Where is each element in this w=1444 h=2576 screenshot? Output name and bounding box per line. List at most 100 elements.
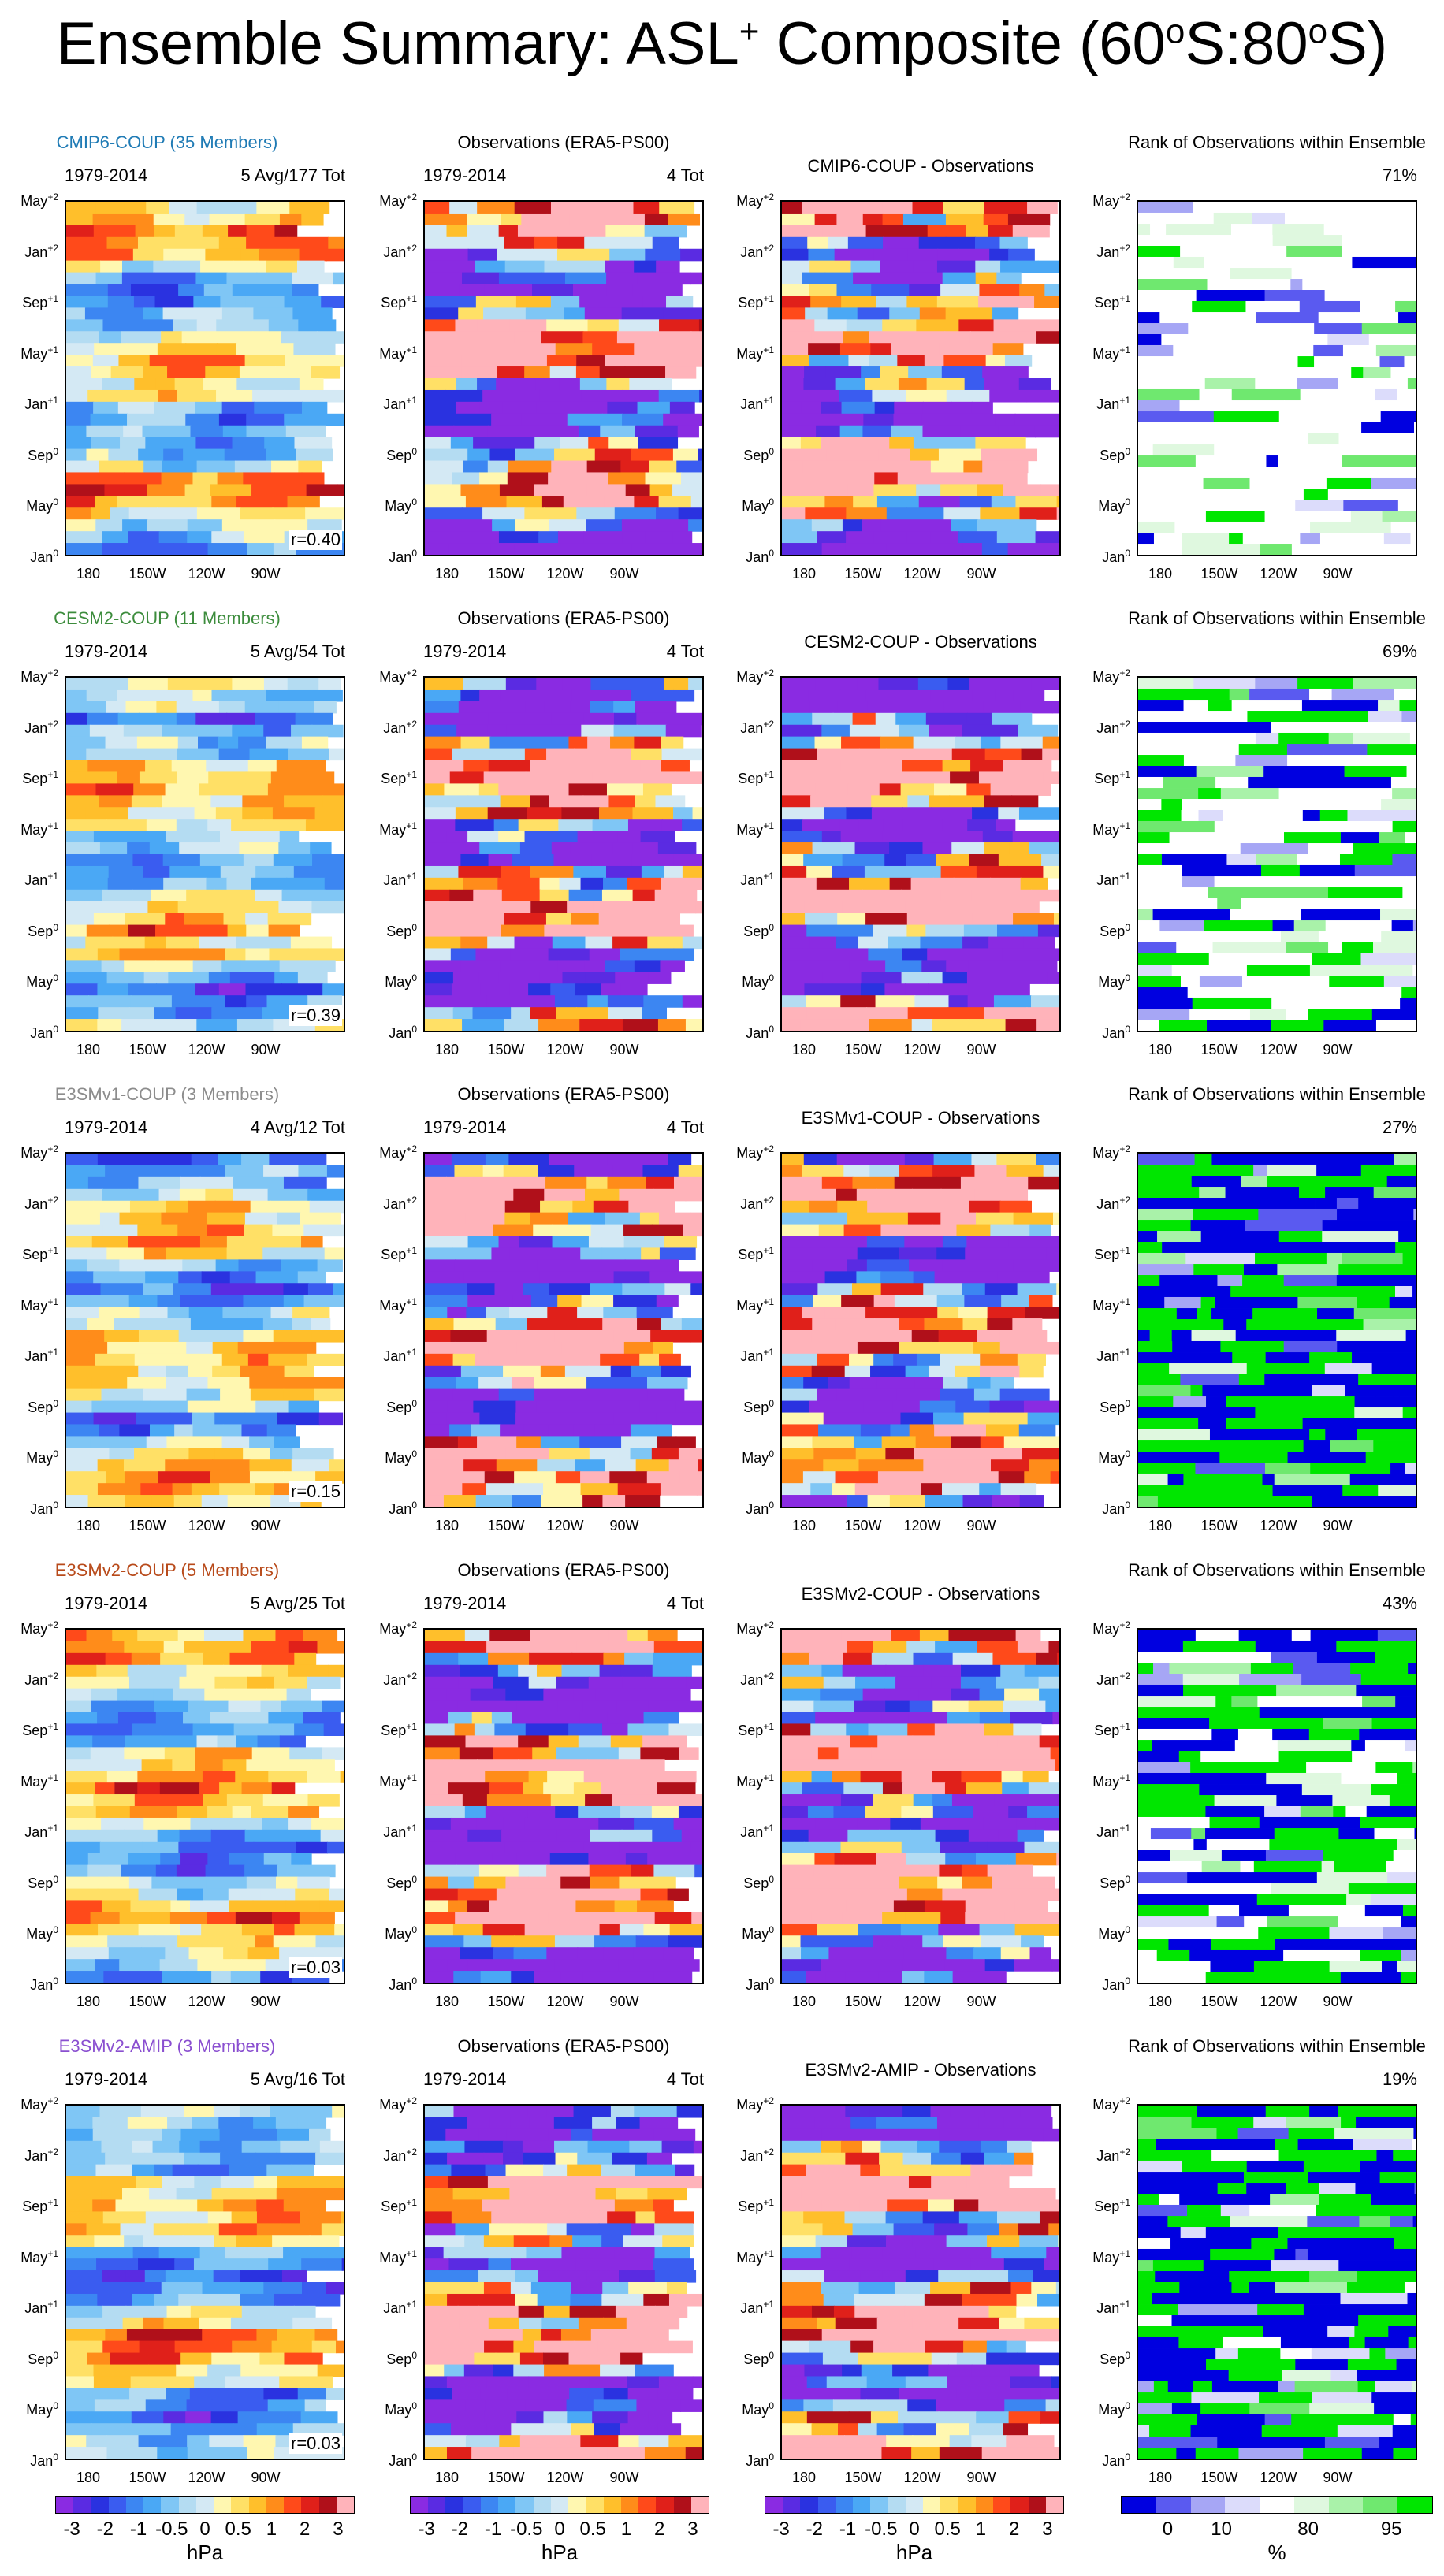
contour-cell (815, 678, 858, 690)
contour-cell (594, 448, 632, 462)
contour-cell (286, 1688, 311, 1701)
contour-cell (310, 842, 332, 855)
y-tick-label: Jan+2 (24, 243, 58, 261)
contour-cell (425, 1947, 461, 1960)
contour-cell (288, 1641, 318, 1654)
contour-cell (782, 1188, 802, 1202)
x-tick-label: 150W (844, 566, 882, 582)
contour-cell (530, 760, 551, 773)
contour-cell (782, 712, 813, 726)
contour-cell (463, 1935, 493, 1948)
contour-cell (322, 1700, 344, 1713)
contour-cell (587, 2140, 631, 2154)
contour-cell (874, 1318, 900, 1331)
contour-cell (246, 413, 285, 426)
panel-plot-area (425, 1630, 702, 1983)
contour-cell (897, 355, 925, 367)
contour-cell (997, 1271, 1029, 1284)
contour-cell (530, 795, 550, 808)
y-tick-month: Jan (24, 719, 48, 736)
contour-cell (487, 2176, 526, 2189)
contour-cell (460, 736, 491, 749)
rank-cell (1343, 500, 1399, 511)
y-tick-label: Jan0 (1102, 1500, 1130, 1518)
rank-cell (1138, 876, 1183, 888)
contour-cell (600, 1353, 641, 1366)
rank-cell (1325, 1187, 1375, 1199)
y-tick-year-offset: 0 (1125, 1024, 1130, 1035)
contour-cell (159, 1959, 199, 1972)
rank-cell (1223, 1784, 1303, 1796)
y-tick-month: May (20, 669, 48, 685)
contour-cell (869, 355, 899, 367)
rank-cell (1138, 1231, 1158, 1243)
contour-cell (619, 1876, 649, 1890)
rank-cell (1255, 1496, 1313, 1507)
contour-cell (507, 472, 549, 485)
contour-cell (782, 913, 806, 926)
rank-cell (1138, 1009, 1190, 1020)
contour-cell (425, 2164, 452, 2177)
contour-cell (203, 1330, 244, 1343)
contour-cell (654, 889, 698, 902)
contour-cell (576, 1007, 609, 1020)
contour-cell (855, 448, 880, 462)
contour-cell (425, 1829, 469, 1842)
rank-cell (1153, 533, 1183, 545)
contour-cell (241, 2140, 281, 2154)
contour-cell (209, 2435, 244, 2448)
contour-cell (66, 1888, 99, 1901)
contour-cell (307, 1676, 341, 1689)
contour-cell (627, 877, 662, 890)
contour-cell (624, 1652, 654, 1666)
contour-cell (952, 1652, 994, 1666)
contour-cell (132, 1154, 166, 1166)
contour-cell (455, 1912, 480, 1924)
y-tick-month: Sep (743, 1399, 769, 1415)
contour-cell (668, 1154, 692, 1166)
contour-cell (871, 795, 909, 808)
contour-cell (513, 1947, 548, 1960)
contour-cell (299, 248, 327, 262)
contour-cell (177, 1935, 214, 1948)
contour-cell (274, 225, 298, 238)
contour-cell (232, 284, 270, 297)
contour-cell (958, 319, 995, 332)
contour-cell (657, 1019, 687, 1031)
contour-cell (243, 1630, 277, 1642)
contour-cell (944, 331, 971, 344)
contour-cell (838, 389, 873, 403)
rank-cell (1274, 1473, 1351, 1485)
contour-cell (882, 213, 904, 226)
rank-cell (1165, 433, 1230, 445)
contour-cell (199, 2140, 243, 2154)
contour-cell (268, 284, 293, 297)
y-tick-label: Jan+1 (740, 1823, 774, 1841)
contour-cell (153, 1688, 174, 1701)
contour-cell (252, 331, 282, 344)
contour-cell (865, 689, 891, 702)
contour-cell (278, 901, 313, 914)
contour-cell (808, 1829, 849, 1842)
contour-cell (943, 507, 981, 520)
contour-cell (102, 1224, 139, 1237)
contour-cell (1005, 1019, 1038, 1031)
contour-cell (862, 1412, 902, 1426)
rank-cell (1138, 268, 1152, 280)
contour-cell (425, 783, 445, 796)
contour-cell (906, 1853, 947, 1866)
contour-cell (809, 355, 850, 367)
rank-cell (1283, 1275, 1338, 1287)
y-tick-label: Jan+2 (24, 1671, 58, 1689)
contour-cell (66, 1459, 99, 1472)
rank-cell (1217, 898, 1241, 910)
contour-cell (539, 1271, 579, 1284)
contour-cell (548, 472, 576, 485)
contour-cell (240, 2270, 283, 2283)
contour-cell (162, 425, 192, 438)
contour-cell (303, 1712, 341, 1725)
contour-cell (326, 1841, 344, 1854)
contour-cell (188, 1448, 216, 1460)
contour-cell (809, 260, 852, 273)
contour-cell (326, 248, 344, 262)
